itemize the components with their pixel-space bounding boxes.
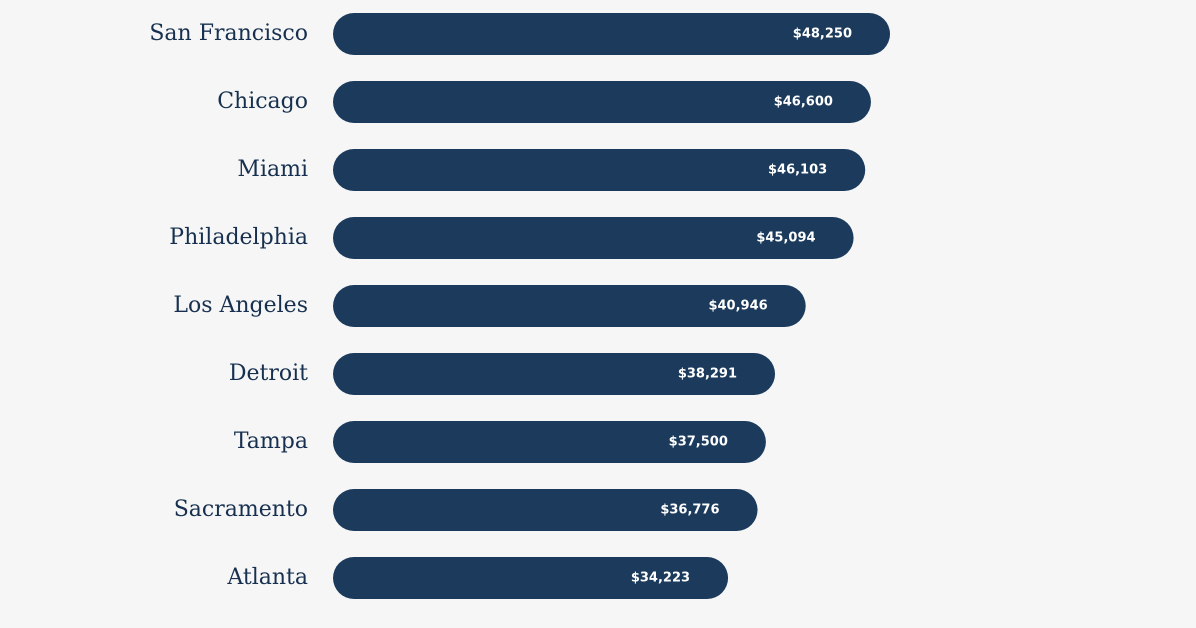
bar — [333, 489, 758, 531]
value-label: $46,103 — [768, 163, 827, 178]
value-label: $40,946 — [708, 299, 767, 314]
value-label: $38,291 — [678, 367, 737, 382]
bar — [333, 557, 729, 599]
category-label: Sacramento — [174, 497, 308, 522]
value-label: $36,776 — [660, 503, 719, 518]
bar — [333, 217, 854, 259]
value-label: $46,600 — [774, 95, 833, 110]
category-label: Miami — [237, 157, 308, 182]
bar — [333, 285, 806, 327]
category-label: Chicago — [217, 89, 308, 114]
value-label: $48,250 — [793, 27, 852, 42]
category-label: Los Angeles — [173, 293, 308, 318]
category-label: Tampa — [234, 429, 308, 454]
value-label: $45,094 — [756, 231, 815, 246]
value-label: $37,500 — [669, 435, 728, 450]
bar — [333, 13, 890, 55]
bar — [333, 353, 776, 395]
bar — [333, 421, 766, 463]
category-label: Philadelphia — [169, 225, 308, 250]
bar — [333, 81, 871, 123]
category-label: Detroit — [229, 361, 308, 386]
category-label: San Francisco — [149, 21, 308, 46]
value-label: $34,223 — [631, 571, 690, 586]
bar — [333, 149, 866, 191]
category-label: Atlanta — [226, 565, 308, 590]
